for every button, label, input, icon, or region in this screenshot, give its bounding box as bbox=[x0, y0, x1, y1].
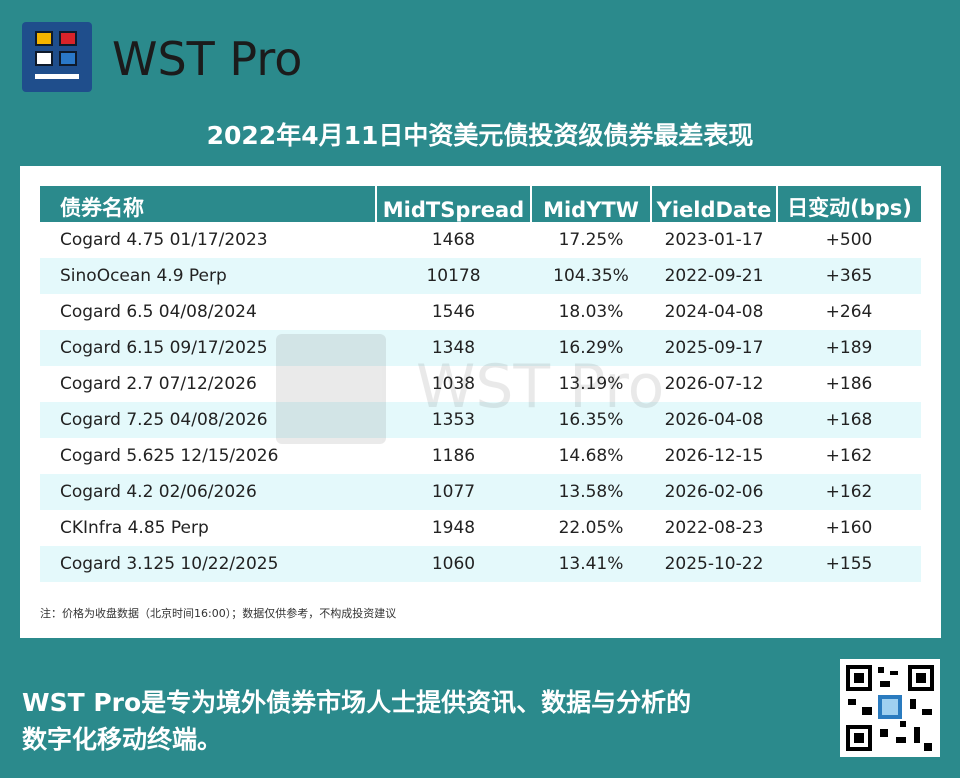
yielddate-cell: 2025-09-17 bbox=[651, 330, 777, 366]
table-row: SinoOcean 4.9 Perp 10178 104.35% 2022-09-21… bbox=[40, 258, 921, 294]
daily-change-cell: +189 bbox=[777, 330, 921, 366]
daily-change-cell: +264 bbox=[825, 302, 873, 322]
midtspread-cell: 10178 bbox=[376, 258, 531, 294]
brand-name: WST Pro bbox=[112, 32, 303, 86]
col-header-midtspread: MidTSpread bbox=[376, 186, 532, 222]
bond-name-cell: Cogard 3.125 10/22/2025 bbox=[40, 546, 376, 582]
midytw-cell: 16.29% bbox=[531, 330, 651, 366]
yielddate-cell: 2025-10-22 bbox=[651, 546, 777, 582]
logo-icon bbox=[22, 22, 92, 92]
daily-change-cell: +162 bbox=[777, 474, 921, 510]
yielddate-cell: 2026-02-06 bbox=[651, 474, 777, 510]
bond-name-cell: SinoOcean 4.9 Perp bbox=[40, 258, 376, 294]
table-row: CKInfra 4.85 Perp 1948 22.05% 2022-08-23 +16… bbox=[40, 510, 921, 546]
bond-name-cell: Cogard 6.15 09/17/2025 bbox=[40, 330, 376, 366]
midtspread-cell: 1077 bbox=[376, 474, 531, 510]
midtspread-cell: 1353 bbox=[376, 402, 531, 438]
daily-change-cell: +500 bbox=[825, 230, 873, 250]
bond-table: 债券名称 MidTSpread MidYTW YieldDate 日变动(bps… bbox=[40, 186, 921, 582]
midytw-cell: 13.19% bbox=[558, 374, 624, 394]
table-row: Cogard 3.125 10/22/2025 1060 13.41% 2025-10… bbox=[40, 546, 921, 582]
yielddate-cell: 2023-01-17 bbox=[664, 230, 764, 250]
disclaimer-note: 注：价格为收盘数据（北京时间16:00）；数据仅供参考，不构成投资建议 bbox=[40, 607, 397, 620]
midytw-cell: 22.05% bbox=[558, 518, 624, 538]
midtspread-cell: 1468 bbox=[431, 230, 476, 250]
table-row: Cogard 6.15 09/17/2025 1348 16.29% 2025-09-… bbox=[40, 330, 921, 366]
table-row: Cogard 6.5 04/08/2024 1546 18.03% 2024-04-0… bbox=[40, 294, 921, 330]
watermark-text: WST Pro bbox=[416, 352, 665, 422]
midytw-cell: 104.35% bbox=[531, 258, 651, 294]
bond-name-cell: Cogard 7.25 04/08/2026 bbox=[40, 402, 376, 438]
logo-blue-square bbox=[59, 51, 77, 66]
logo-stand bbox=[35, 74, 79, 79]
table-body: Cogard 4.75 01/17/2023 1468 17.25% 2023-01-… bbox=[40, 222, 921, 582]
bond-name-cell: Cogard 5.625 12/15/2026 bbox=[60, 446, 279, 466]
yielddate-cell: 2022-08-23 bbox=[664, 518, 764, 538]
midtspread-cell: 1038 bbox=[431, 374, 476, 394]
midtspread-cell: 1186 bbox=[431, 446, 476, 466]
col-header-yielddate: YieldDate bbox=[651, 186, 778, 222]
yielddate-cell: 2026-07-12 bbox=[664, 374, 764, 394]
bond-name-cell: Cogard 4.75 01/17/2023 bbox=[60, 230, 268, 250]
table-row: Cogard 4.2 02/06/2026 1077 13.58% 2026-02-0… bbox=[40, 474, 921, 510]
footer-text: WST Pro是专为境外债券市场人士提供资讯、数据与分析的 数字化移动终端。 bbox=[22, 684, 802, 758]
logo-yellow-square bbox=[35, 31, 53, 46]
midytw-cell: 18.03% bbox=[558, 302, 624, 322]
daily-change-cell: +162 bbox=[825, 446, 873, 466]
midytw-cell: 13.58% bbox=[531, 474, 651, 510]
qr-code-graphic bbox=[846, 665, 934, 751]
midytw-cell: 16.35% bbox=[531, 402, 651, 438]
bond-name-cell: CKInfra 4.85 Perp bbox=[60, 518, 209, 538]
logo-white-square bbox=[35, 51, 53, 66]
midytw-cell: 17.25% bbox=[558, 230, 624, 250]
midtspread-cell: 1060 bbox=[376, 546, 531, 582]
table-row: Cogard 7.25 04/08/2026 1353 16.35% 2026-04-… bbox=[40, 402, 921, 438]
col-header-bond-name: 债券名称 bbox=[40, 186, 377, 222]
logo-red-square bbox=[59, 31, 77, 46]
daily-change-cell: +155 bbox=[777, 546, 921, 582]
watermark-logo-icon bbox=[276, 334, 386, 444]
daily-change-cell: +365 bbox=[777, 258, 921, 294]
col-header-daily-change: 日变动(bps) bbox=[777, 186, 921, 222]
table-row: Cogard 5.625 12/15/2026 1186 14.68% 2026-12… bbox=[40, 438, 921, 474]
bond-name-cell: Cogard 6.5 04/08/2024 bbox=[60, 302, 257, 322]
midtspread-cell: 1948 bbox=[431, 518, 476, 538]
footer-line-1: WST Pro是专为境外债券市场人士提供资讯、数据与分析的 bbox=[22, 688, 692, 717]
table-panel: 债券名称 MidTSpread MidYTW YieldDate 日变动(bps… bbox=[20, 166, 941, 638]
midtspread-cell: 1546 bbox=[431, 302, 476, 322]
footer-line-2: 数字化移动终端。 bbox=[22, 725, 223, 754]
yielddate-cell: 2024-04-08 bbox=[664, 302, 764, 322]
daily-change-cell: +168 bbox=[777, 402, 921, 438]
daily-change-cell: +186 bbox=[825, 374, 873, 394]
table-header-row: 债券名称 MidTSpread MidYTW YieldDate 日变动(bps… bbox=[40, 186, 921, 222]
bond-name-cell: Cogard 2.7 07/12/2026 bbox=[60, 374, 257, 394]
table-row: Cogard 4.75 01/17/2023 1468 17.25% 2023-01-… bbox=[40, 222, 921, 258]
daily-change-cell: +160 bbox=[825, 518, 873, 538]
bond-name-cell: Cogard 4.2 02/06/2026 bbox=[40, 474, 376, 510]
yielddate-cell: 2022-09-21 bbox=[651, 258, 777, 294]
yielddate-cell: 2026-12-15 bbox=[664, 446, 764, 466]
yielddate-cell: 2026-04-08 bbox=[651, 402, 777, 438]
table-row: Cogard 2.7 07/12/2026 1038 13.19% 2026-07-1… bbox=[40, 366, 921, 402]
page-title: 2022年4月11日中资美元债投资级债券最差表现 bbox=[206, 121, 754, 150]
midytw-cell: 14.68% bbox=[558, 446, 624, 466]
midytw-cell: 13.41% bbox=[531, 546, 651, 582]
midtspread-cell: 1348 bbox=[376, 330, 531, 366]
col-header-midytw: MidYTW bbox=[531, 186, 652, 222]
qr-code-icon bbox=[840, 659, 940, 757]
